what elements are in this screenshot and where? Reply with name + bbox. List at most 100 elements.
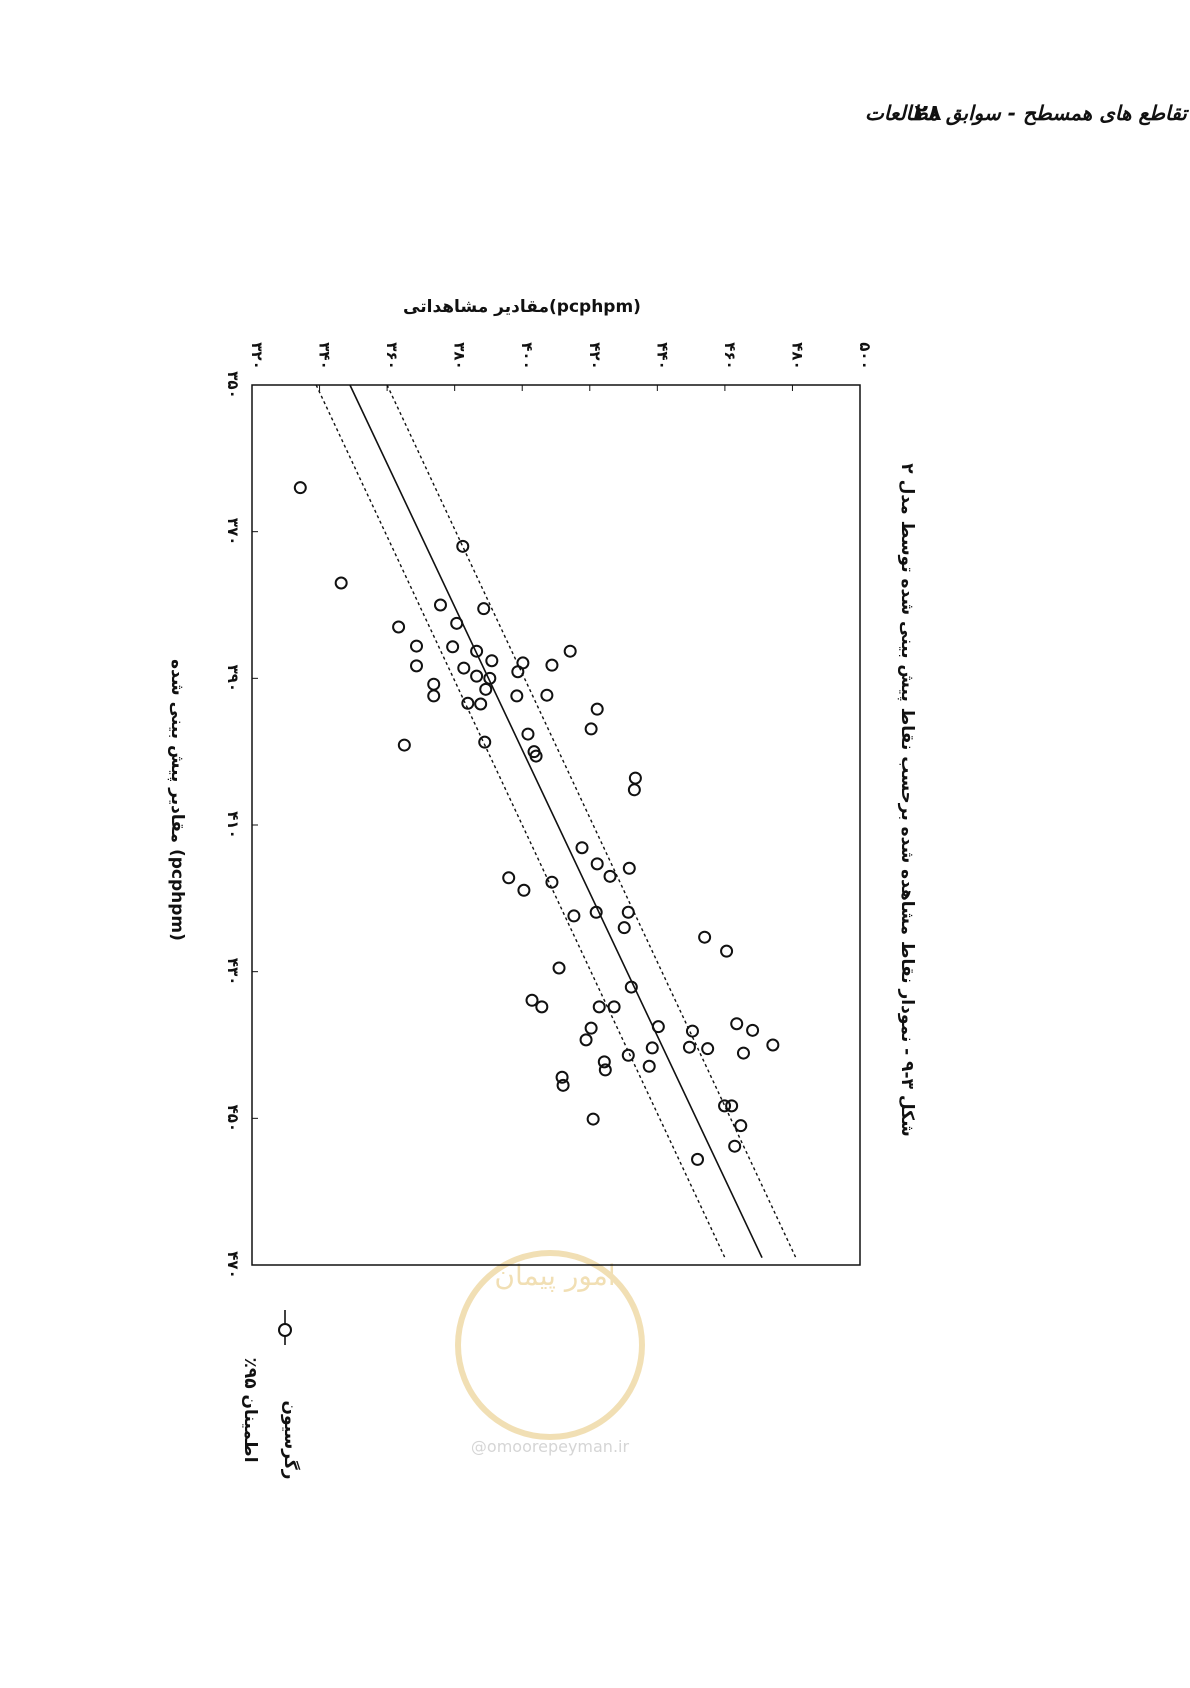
data-point [477, 602, 491, 616]
x-tick-label: ۴۷۰ [224, 1251, 242, 1278]
data-point [718, 1099, 732, 1113]
x-tick-label: ۴۵۰ [224, 1105, 242, 1132]
y-tick-label: ۴۸۰ [788, 342, 806, 369]
data-point [461, 696, 475, 710]
data-point [736, 1046, 750, 1060]
data-point [682, 1040, 696, 1054]
data-point [621, 1048, 635, 1062]
x-tick-label: ۴۳۰ [224, 958, 242, 985]
data-point [563, 644, 577, 658]
y-tick-label: ۳۶۰ [383, 342, 401, 369]
legend-regression: رگرسیون [280, 1400, 301, 1479]
y-tick-label: ۳۴۰ [316, 342, 334, 369]
data-point [485, 654, 499, 668]
data-point [293, 481, 307, 495]
data-point [556, 1078, 570, 1092]
confidence-lower [315, 384, 726, 1258]
data-point [479, 682, 493, 696]
data-point [691, 1152, 705, 1166]
legend-point-swatch [278, 1323, 292, 1337]
watermark-logo [455, 1250, 645, 1440]
data-point [427, 689, 441, 703]
x-tick-label: ۳۹۰ [224, 665, 242, 692]
data-point [470, 669, 484, 683]
data-point [651, 1020, 665, 1034]
data-point [598, 1063, 612, 1077]
data-point [433, 598, 447, 612]
data-point [521, 727, 535, 741]
data-point [392, 620, 406, 634]
x-tick-label: ۳۷۰ [224, 518, 242, 545]
data-point [698, 930, 712, 944]
data-point [511, 665, 525, 679]
data-point [567, 909, 581, 923]
y-axis-title: مقادیر مشاهداتی(pcphpm) [403, 297, 641, 317]
data-point [592, 1000, 606, 1014]
data-point [627, 783, 641, 797]
data-point [621, 905, 635, 919]
x-axis-title: مقادیر پیش بینی شده (pcphpm) [167, 659, 187, 941]
data-point [685, 1024, 699, 1038]
data-point [470, 644, 484, 658]
data-point [730, 1017, 744, 1031]
data-point [728, 1139, 742, 1153]
data-point [575, 841, 589, 855]
y-tick-label: ۴۶۰ [721, 342, 739, 369]
data-point [645, 1041, 659, 1055]
data-point [510, 689, 524, 703]
data-point [555, 1070, 569, 1084]
data-point [734, 1119, 748, 1133]
regression-line [349, 384, 763, 1259]
data-point [409, 639, 423, 653]
y-tick-label: ۴۴۰ [653, 342, 671, 369]
data-point [474, 697, 488, 711]
data-point [617, 921, 631, 935]
data-point [642, 1059, 656, 1073]
watermark-text: @omoorepeyman.ir [471, 1437, 630, 1456]
data-point [540, 688, 554, 702]
data-point [720, 944, 734, 958]
y-tick-label: ۴۰۰ [518, 342, 536, 369]
data-point [590, 857, 604, 871]
data-point [545, 875, 559, 889]
data-point [397, 738, 411, 752]
data-point [579, 1033, 593, 1047]
data-point [725, 1099, 739, 1113]
data-point [584, 722, 598, 736]
data-point [746, 1023, 760, 1037]
data-point [334, 576, 348, 590]
y-tick-label: ۴۲۰ [586, 342, 604, 369]
data-point [529, 749, 543, 763]
legend-confidence: ٪۹۵ اطمینان [240, 1357, 260, 1462]
y-tick-label: ۵۰۰ [856, 342, 874, 369]
data-point [766, 1038, 780, 1052]
data-point [525, 993, 539, 1007]
watermark-logo-text: امور پیمان [494, 1259, 615, 1292]
data-point [603, 869, 617, 883]
data-point [589, 905, 603, 919]
data-point [457, 661, 471, 675]
data-point [586, 1112, 600, 1126]
data-point [502, 871, 516, 885]
plot: ۳۵۰ ۳۷۰ ۳۹۰ ۴۱۰ ۴۳۰ ۴۵۰ ۴۷۰ ۳۲۰ ۳۴۰ ۳۶۰ ۳۸۰ ۴۰۰ ۴۲۰ ۴… [167, 297, 917, 1480]
data-point [701, 1042, 715, 1056]
data-point [584, 1021, 598, 1035]
data-point [597, 1055, 611, 1069]
data-point [590, 702, 604, 716]
data-point [535, 1000, 549, 1014]
page-number: ۲۸ [915, 101, 942, 126]
data-point [624, 980, 638, 994]
page-title: تقاطع های همسطح - سوابق مطالعات [865, 101, 1189, 126]
data-point [622, 861, 636, 875]
data-point [483, 671, 497, 685]
data-point [552, 961, 566, 975]
data-point [478, 735, 492, 749]
data-point [450, 616, 464, 630]
data-point [545, 658, 559, 672]
data-point [607, 1000, 621, 1014]
chart-title: شکل ۳-۹ - نمودار نقاط مشاهده شده برحسب ن… [897, 463, 917, 1136]
data-point [517, 883, 531, 897]
data-point [446, 640, 460, 654]
